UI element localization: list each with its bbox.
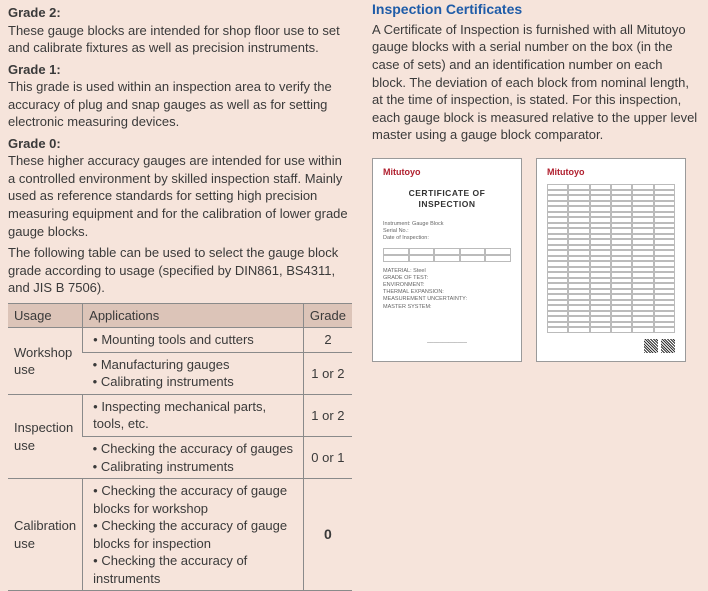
left-column: Grade 2: These gauge blocks are intended… bbox=[8, 0, 352, 591]
apps-cell: • Manufacturing gauges• Calibrating inst… bbox=[83, 352, 304, 394]
table-row: Workshop use • Mounting tools and cutter… bbox=[8, 328, 352, 353]
certificate-body-lines: Instrument: Gauge Block Serial No.: Date… bbox=[383, 221, 511, 311]
usage-inspection: Inspection use bbox=[8, 394, 83, 478]
inspection-certificates-body: A Certificate of Inspection is furnished… bbox=[372, 21, 698, 144]
certificate-data-table bbox=[547, 184, 675, 333]
qr-icon bbox=[661, 339, 675, 353]
header-usage: Usage bbox=[8, 303, 83, 328]
certificate-signature: _____________ bbox=[373, 338, 521, 345]
inspection-certificates-heading: Inspection Certificates bbox=[372, 0, 698, 19]
certificate-thumbnails: Mitutoyo CERTIFICATE OF INSPECTION Instr… bbox=[372, 158, 698, 362]
usage-workshop: Workshop use bbox=[8, 328, 83, 395]
certificate-title: CERTIFICATE OF INSPECTION bbox=[383, 188, 511, 210]
apps-cell: • Inspecting mechanical parts, tools, et… bbox=[83, 394, 304, 436]
grade-cell: 0 bbox=[303, 479, 352, 591]
apps-cell: • Mounting tools and cutters bbox=[83, 328, 304, 353]
header-grade: Grade bbox=[303, 303, 352, 328]
mitutoyo-logo: Mitutoyo bbox=[547, 167, 675, 179]
apps-cell: • Checking the accuracy of gauge blocks … bbox=[83, 479, 304, 591]
grade1-label: Grade 1: bbox=[8, 61, 352, 79]
mitutoyo-logo: Mitutoyo bbox=[383, 167, 511, 179]
grade2-description: These gauge blocks are intended for shop… bbox=[8, 22, 352, 57]
table-row: Calibration use • Checking the accuracy … bbox=[8, 479, 352, 591]
grade1-description: This grade is used within an inspection … bbox=[8, 78, 352, 131]
grade-selection-table: Usage Applications Grade Workshop use • … bbox=[8, 303, 352, 591]
apps-cell: • Checking the accuracy of gauges• Calib… bbox=[83, 437, 304, 479]
qr-codes bbox=[644, 339, 675, 353]
grade0-label: Grade 0: bbox=[8, 135, 352, 153]
table-row: Inspection use • Inspecting mechanical p… bbox=[8, 394, 352, 436]
grade2-label: Grade 2: bbox=[8, 4, 352, 22]
header-applications: Applications bbox=[83, 303, 304, 328]
grade-cell: 2 bbox=[303, 328, 352, 353]
grade0-description: These higher accuracy gauges are intende… bbox=[8, 152, 352, 240]
qr-icon bbox=[644, 339, 658, 353]
certificate-thumbnail-2: Mitutoyo bbox=[536, 158, 686, 362]
grade-cell: 1 or 2 bbox=[303, 352, 352, 394]
grade-cell: 1 or 2 bbox=[303, 394, 352, 436]
table-intro: The following table can be used to selec… bbox=[8, 244, 352, 297]
right-column: Inspection Certificates A Certificate of… bbox=[372, 0, 698, 362]
certificate-thumbnail-1: Mitutoyo CERTIFICATE OF INSPECTION Instr… bbox=[372, 158, 522, 362]
grade-cell: 0 or 1 bbox=[303, 437, 352, 479]
usage-calibration: Calibration use bbox=[8, 479, 83, 591]
table-header-row: Usage Applications Grade bbox=[8, 303, 352, 328]
